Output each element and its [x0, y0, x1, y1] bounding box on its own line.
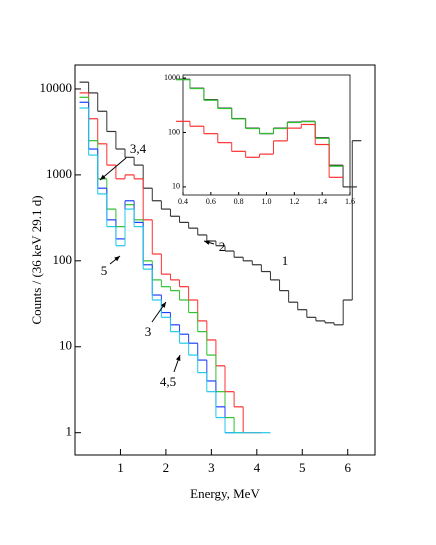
annotation: 5: [101, 263, 108, 278]
x-tick-label: 2: [163, 460, 170, 475]
annotation: 3: [145, 324, 152, 339]
arrow-head: [114, 256, 120, 262]
annotation-arrow: [99, 157, 127, 181]
arrow-head: [204, 240, 210, 245]
arrow-head: [160, 302, 166, 308]
x-tick-label: 1.2: [289, 197, 299, 206]
y-tick-label: 100: [53, 252, 73, 267]
x-tick-label: 0.4: [178, 197, 188, 206]
y-tick-label: 100: [168, 127, 180, 136]
annotation: 1: [282, 253, 289, 268]
x-tick-label: 3: [208, 460, 215, 475]
y-axis-title: Counts / (36 keV 29.1 d): [29, 195, 44, 324]
x-tick-label: 1.6: [345, 197, 355, 206]
annotation: 2: [219, 239, 226, 254]
y-tick-label: 10000: [40, 80, 73, 95]
x-tick-label: 4: [254, 460, 261, 475]
plot-frame: [74, 64, 376, 456]
y-tick-label: 1000: [164, 73, 180, 82]
x-tick-label: 1: [117, 460, 124, 475]
x-tick-label: 0.6: [206, 197, 216, 206]
y-tick-label: 1: [66, 424, 73, 439]
y-tick-label: 10: [172, 182, 180, 191]
x-tick-label: 6: [344, 460, 351, 475]
arrow-head: [100, 174, 106, 180]
x-tick-label: 1.0: [262, 197, 272, 206]
x-tick-label: 0.8: [234, 197, 244, 206]
x-tick-label: 1.4: [317, 197, 327, 206]
inset-frame: [182, 74, 351, 196]
x-axis-title: Energy, MeV: [190, 486, 260, 501]
annotation: 3,4: [130, 141, 147, 156]
x-tick-label: 5: [299, 460, 306, 475]
annotation: 4,5: [160, 374, 176, 389]
y-tick-label: 10: [59, 338, 72, 353]
y-tick-label: 1000: [46, 166, 72, 181]
arrow-head: [175, 355, 181, 361]
